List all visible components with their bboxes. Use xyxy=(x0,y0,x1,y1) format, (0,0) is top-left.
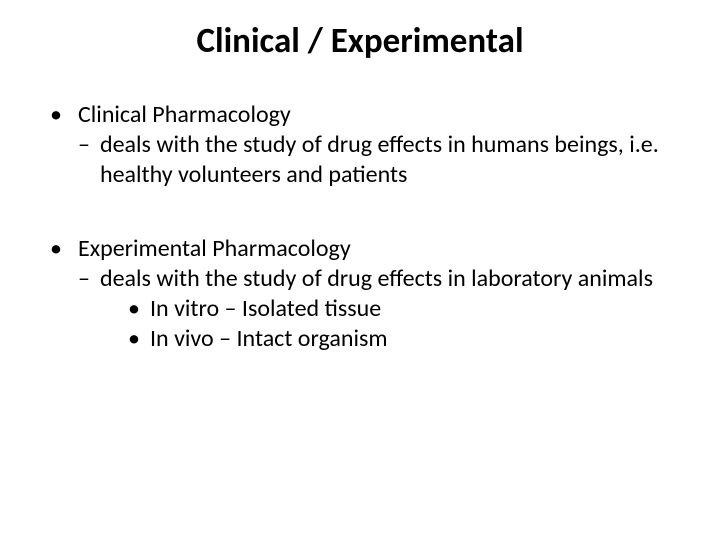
bullet-marker: • xyxy=(128,324,150,354)
bullet-text: Experimental Pharmacology xyxy=(78,234,682,264)
section-clinical: • Clinical Pharmacology – deals with the… xyxy=(50,100,682,190)
bullet-text: Clinical Pharmacology xyxy=(78,100,682,130)
slide-content: • Clinical Pharmacology – deals with the… xyxy=(0,100,720,354)
section-experimental: • Experimental Pharmacology – deals with… xyxy=(50,234,682,354)
dash-text: deals with the study of drug effects in … xyxy=(100,264,682,294)
dash-experimental: – deals with the study of drug effects i… xyxy=(78,264,682,294)
dash-marker: – xyxy=(78,130,100,160)
bullet-marker: • xyxy=(50,100,78,130)
dash-marker: – xyxy=(78,264,100,294)
sub-invitro: • In vitro – Isolated tissue xyxy=(128,294,682,324)
sub-text: In vivo – Intact organism xyxy=(150,324,682,354)
sub-invivo: • In vivo – Intact organism xyxy=(128,324,682,354)
dash-text: deals with the study of drug effects in … xyxy=(100,130,682,190)
dash-clinical: – deals with the study of drug effects i… xyxy=(78,130,682,190)
bullet-clinical: • Clinical Pharmacology xyxy=(50,100,682,130)
slide-title: Clinical / Experimental xyxy=(0,20,720,62)
bullet-marker: • xyxy=(128,294,150,324)
bullet-marker: • xyxy=(50,234,78,264)
sub-text: In vitro – Isolated tissue xyxy=(150,294,682,324)
slide: Clinical / Experimental • Clinical Pharm… xyxy=(0,0,720,540)
bullet-experimental: • Experimental Pharmacology xyxy=(50,234,682,264)
